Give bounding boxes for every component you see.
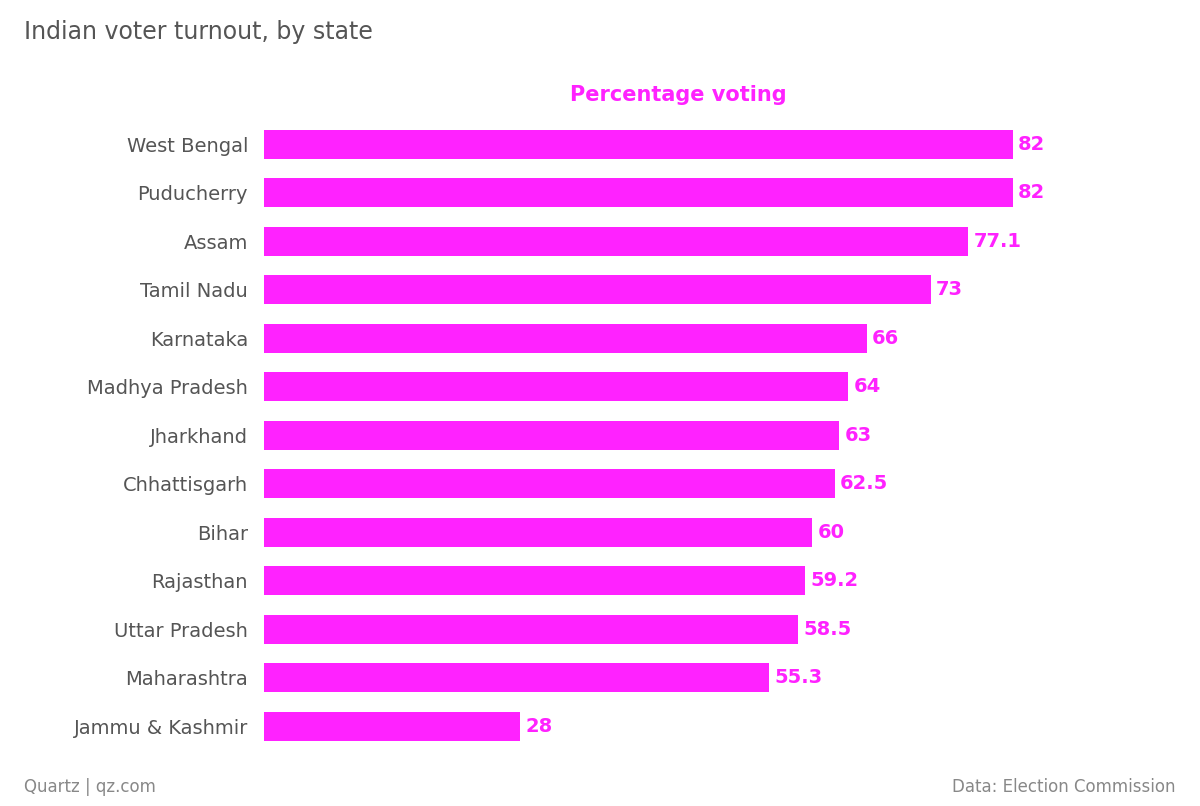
Text: 28: 28 bbox=[526, 717, 552, 736]
Text: 77.1: 77.1 bbox=[973, 232, 1021, 251]
Text: 82: 82 bbox=[1018, 183, 1045, 202]
Text: 60: 60 bbox=[817, 523, 845, 542]
Bar bbox=[264, 178, 1013, 207]
Text: Data: Election Commission: Data: Election Commission bbox=[953, 779, 1176, 796]
Bar bbox=[264, 421, 839, 450]
Bar bbox=[264, 566, 804, 595]
Text: 55.3: 55.3 bbox=[774, 668, 822, 688]
Text: 59.2: 59.2 bbox=[810, 571, 858, 590]
Text: 58.5: 58.5 bbox=[804, 620, 852, 638]
Bar bbox=[264, 712, 520, 741]
Bar bbox=[264, 663, 769, 692]
Bar bbox=[264, 276, 930, 305]
Bar bbox=[264, 615, 798, 644]
Text: Percentage voting: Percentage voting bbox=[570, 85, 786, 105]
Text: 64: 64 bbox=[854, 377, 881, 397]
Text: 82: 82 bbox=[1018, 135, 1045, 154]
Bar bbox=[264, 324, 866, 353]
Text: Quartz | qz.com: Quartz | qz.com bbox=[24, 779, 156, 796]
Text: 62.5: 62.5 bbox=[840, 474, 888, 493]
Text: 66: 66 bbox=[872, 329, 899, 347]
Bar bbox=[264, 372, 848, 401]
Bar bbox=[264, 517, 812, 546]
Text: 73: 73 bbox=[936, 280, 962, 299]
Text: Indian voter turnout, by state: Indian voter turnout, by state bbox=[24, 20, 373, 44]
Bar bbox=[264, 130, 1013, 159]
Bar bbox=[264, 469, 835, 498]
Text: 63: 63 bbox=[845, 426, 872, 445]
Bar bbox=[264, 226, 968, 256]
